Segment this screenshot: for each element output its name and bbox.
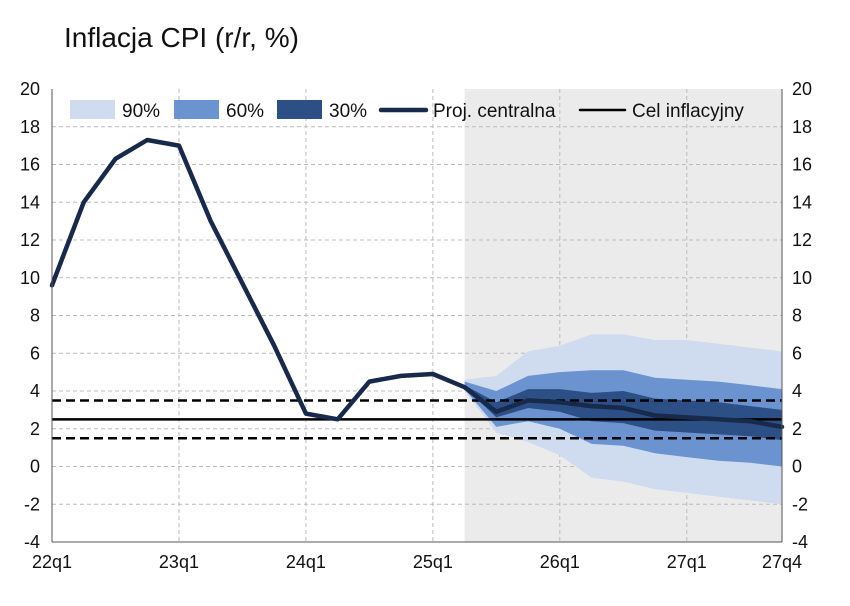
y-tick-label-right: 4: [792, 381, 802, 401]
x-tick-label: 26q1: [540, 552, 580, 572]
y-tick-label-left: 14: [20, 192, 40, 212]
x-tick-label: 27q4: [762, 552, 802, 572]
band-30: [464, 385, 782, 441]
y-tick-label-left: 20: [20, 79, 40, 99]
y-tick-label-left: -4: [24, 532, 40, 552]
x-tick-label: 23q1: [159, 552, 199, 572]
y-tick-label-right: 14: [792, 192, 812, 212]
y-tick-label-right: 20: [792, 79, 812, 99]
legend-label: 90%: [122, 101, 160, 122]
y-tick-label-right: 12: [792, 230, 812, 250]
legend-swatch: [277, 100, 322, 119]
y-tick-label-left: 8: [30, 306, 40, 326]
y-tick-label-left: 4: [30, 381, 40, 401]
y-tick-label-right: 8: [792, 306, 802, 326]
x-tick-label: 22q1: [32, 552, 72, 572]
y-tick-label-left: 12: [20, 230, 40, 250]
chart-title: Inflacja CPI (r/r, %): [64, 22, 299, 53]
tick-labels: -4 -4 -2 -2 0 0 2 2 4 4 6 6 8 8 10 10 12 12 14 14 16 16 18 18 20…: [20, 79, 812, 572]
y-tick-label-right: 2: [792, 419, 802, 439]
y-tick-label-right: -2: [792, 494, 808, 514]
axes: [51, 89, 783, 543]
x-tick-label: 27q1: [667, 552, 707, 572]
y-tick-label-right: 18: [792, 117, 812, 137]
y-tick-label-right: -4: [792, 532, 808, 552]
y-tick-label-left: -2: [24, 494, 40, 514]
y-tick-label-right: 10: [792, 268, 812, 288]
series-lines: [49, 137, 785, 440]
legend-label: 30%: [329, 101, 367, 122]
x-tick-label: 25q1: [413, 552, 453, 572]
y-tick-label-left: 6: [30, 343, 40, 363]
legend: 90% 60% 30% Proj. centralna Cel inflacyjny: [70, 100, 744, 122]
y-tick-label-left: 16: [20, 155, 40, 175]
y-tick-label-left: 10: [20, 268, 40, 288]
grid-lines: [52, 89, 782, 542]
y-tick-label-left: 0: [30, 457, 40, 477]
legend-label: 60%: [226, 101, 264, 122]
legend-swatch: [70, 100, 115, 119]
legend-label: Proj. centralna: [433, 101, 556, 122]
legend-label: Cel inflacyjny: [632, 101, 744, 122]
y-tick-label-left: 2: [30, 419, 40, 439]
legend-swatch: [174, 100, 219, 119]
central-projection-line: [49, 137, 785, 430]
y-tick-label-right: 16: [792, 155, 812, 175]
y-tick-label-right: 6: [792, 343, 802, 363]
y-tick-label-right: 0: [792, 457, 802, 477]
y-tick-label-left: 18: [20, 117, 40, 137]
x-tick-label: 24q1: [286, 552, 326, 572]
